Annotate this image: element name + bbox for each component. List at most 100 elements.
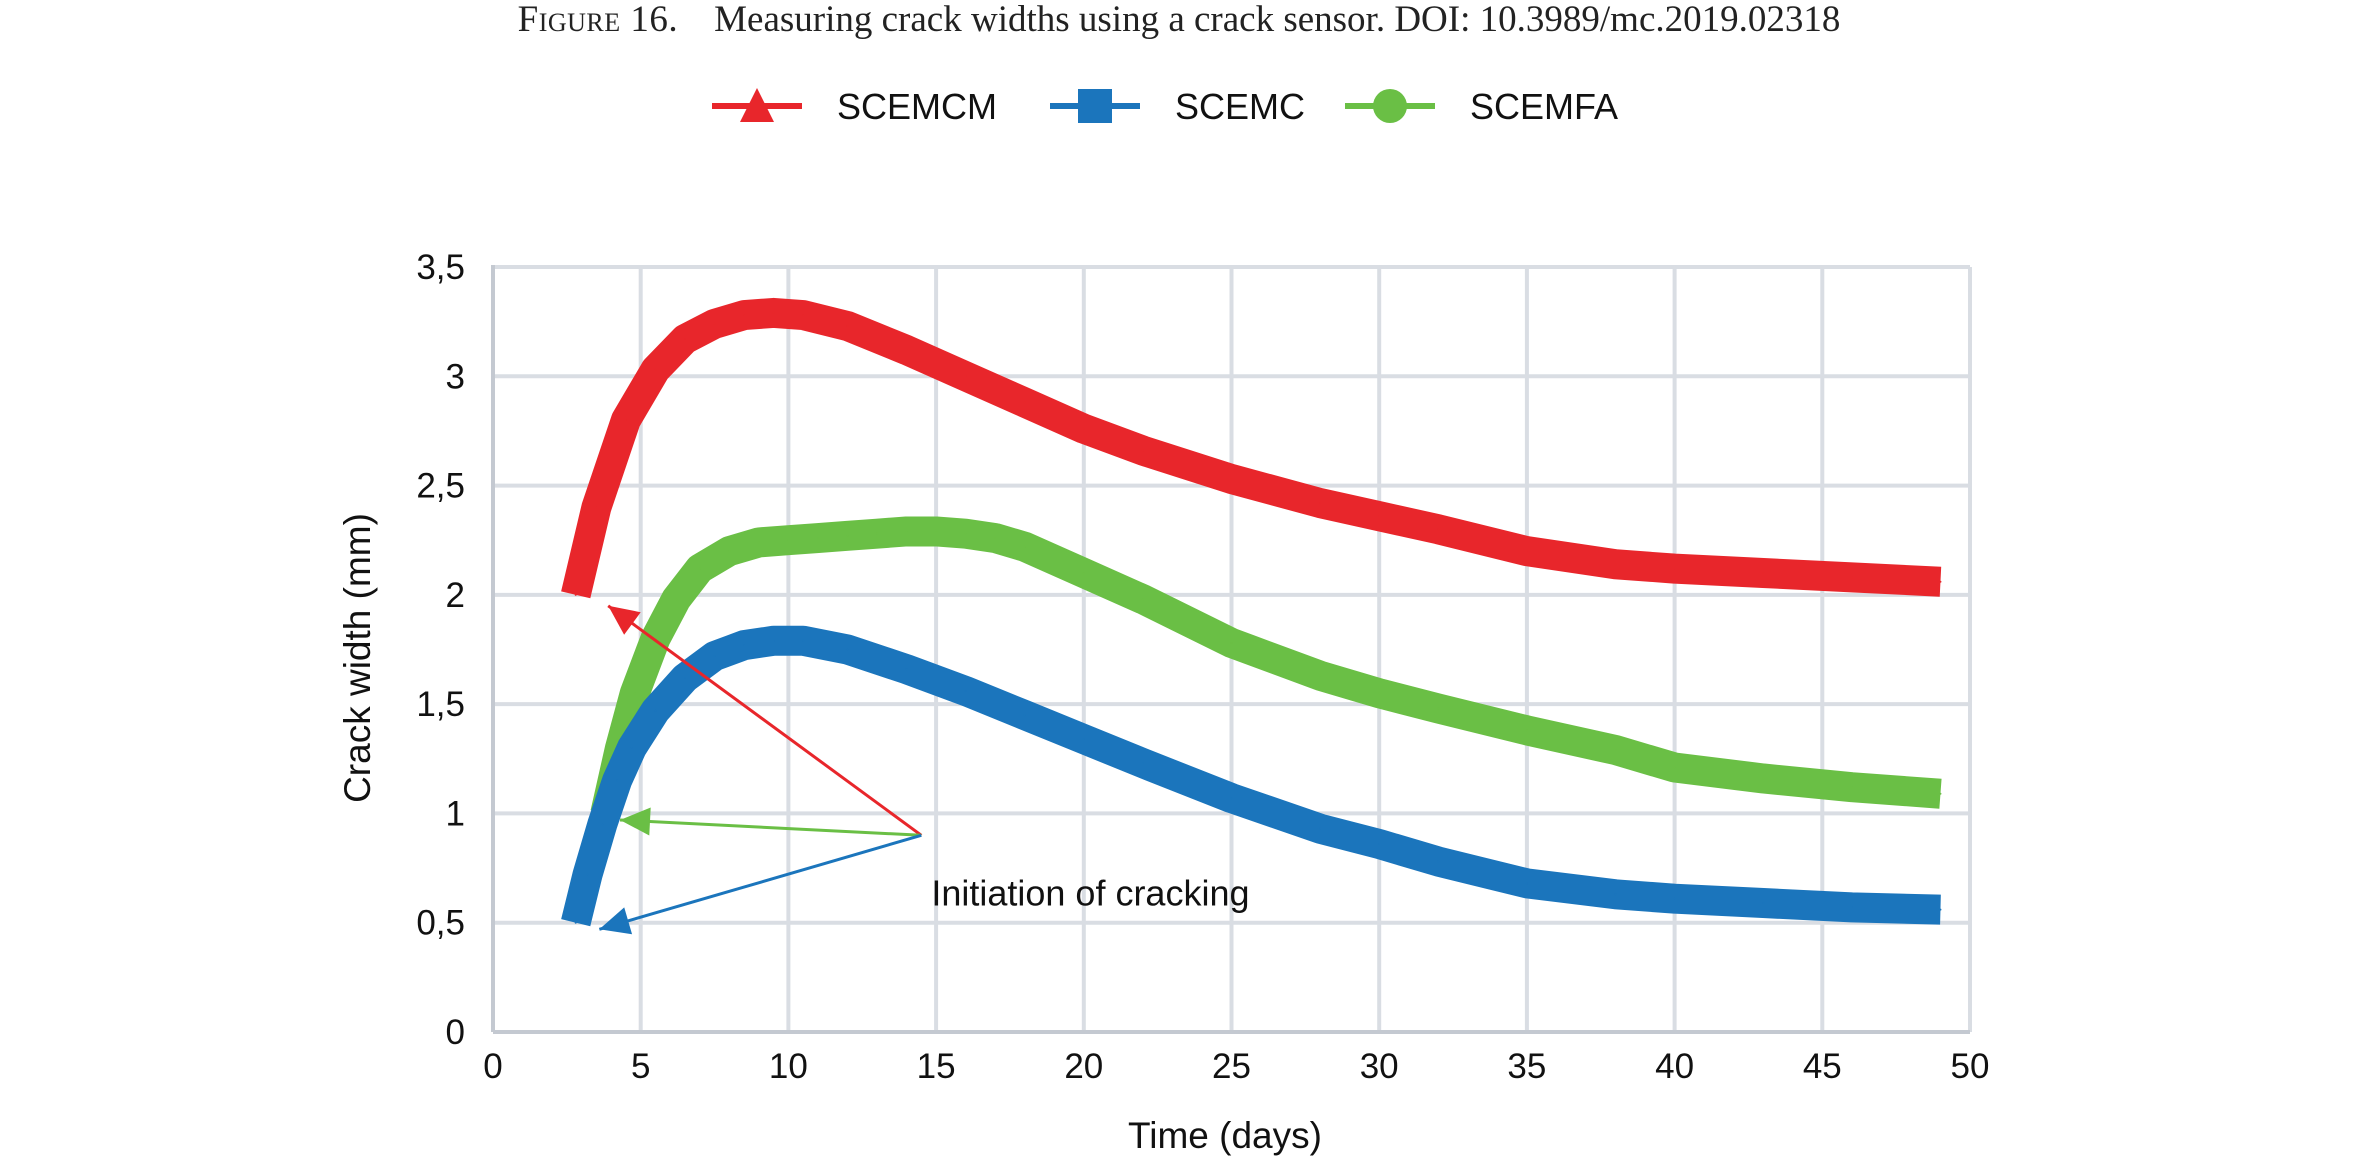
data-point-scemfa: [1082, 572, 1085, 574]
y-tick-label: 1,5: [416, 685, 465, 724]
data-point-scemfa: [1437, 707, 1440, 710]
data-point-scemcm: [1673, 567, 1676, 570]
triangle-marker-icon: [740, 88, 774, 122]
data-point-scemcm: [964, 375, 967, 378]
legend-label: SCEMCM: [837, 86, 997, 127]
data-point-scemc: [1319, 827, 1322, 830]
data-point-scemfa: [964, 532, 967, 535]
data-point-scemfa: [698, 567, 701, 570]
legend-item-scemfa: SCEMFA: [1345, 86, 1618, 127]
data-point-scemfa: [1762, 777, 1765, 780]
circle-marker-icon: [1373, 89, 1407, 123]
x-tick-label: 10: [769, 1047, 808, 1086]
data-point-scemc: [1939, 908, 1942, 911]
data-point-scemcm: [846, 325, 849, 328]
annotation-arrow-line: [607, 604, 923, 837]
data-point-scemcm: [1141, 449, 1144, 452]
x-tick-label: 15: [917, 1047, 956, 1086]
data-point-scemc: [574, 921, 577, 924]
data-point-scemc: [1525, 882, 1528, 885]
data-point-scemc: [713, 655, 716, 658]
data-point-scemc: [1023, 714, 1026, 717]
data-point-scemcm: [574, 593, 577, 596]
x-tick-label: 45: [1803, 1047, 1842, 1086]
data-point-scemcm: [595, 506, 598, 509]
annotation-arrow-line: [598, 833, 922, 931]
axes: 0 5 10 15 20 25 30 35 40 45 50 0 0,5 1 1,5 2 2,5 3 3,5: [416, 248, 1989, 1086]
data-point-scemcm: [743, 314, 746, 317]
data-point-scemcm: [654, 368, 657, 371]
data-point-scemfa: [1525, 729, 1528, 732]
data-point-scemcm: [802, 314, 805, 317]
data-point-scemcm: [1023, 401, 1026, 404]
x-axis-label: Time (days): [1128, 1115, 1322, 1156]
data-point-scemc: [964, 690, 967, 693]
x-tick-label: 50: [1951, 1047, 1990, 1086]
legend-label: SCEMFA: [1470, 86, 1618, 127]
data-point-scemfa: [633, 692, 636, 695]
data-point-scemc: [743, 644, 746, 647]
data-point-scemc: [684, 676, 687, 679]
y-tick-label: 0,5: [416, 904, 465, 943]
x-tick-label: 35: [1507, 1047, 1546, 1086]
figure-label: Figure 16.: [517, 0, 679, 40]
data-point-scemcm: [772, 311, 775, 314]
x-tick-label: 25: [1212, 1047, 1251, 1086]
data-point-scemfa: [1023, 545, 1026, 548]
data-point-scemcm: [624, 419, 627, 421]
data-point-scemfa: [935, 530, 938, 533]
data-point-scemc: [1230, 797, 1233, 800]
y-tick-label: 3,5: [416, 248, 465, 287]
data-point-scemcm: [1378, 515, 1381, 518]
x-tick-label: 40: [1655, 1047, 1694, 1086]
figure-caption: Figure 16. Measuring crack widths using a…: [0, 0, 2358, 41]
data-point-scemcm: [1939, 580, 1942, 583]
data-point-scemfa: [1673, 766, 1676, 769]
data-point-scemc: [1850, 906, 1853, 909]
data-point-scemc: [1082, 738, 1085, 741]
data-point-scemcm: [1437, 528, 1440, 531]
data-point-scemfa: [1319, 674, 1322, 677]
square-marker-icon: [1078, 89, 1112, 123]
data-point-scemcm: [713, 322, 716, 325]
legend: SCEMCM SCEMC SCEMFA: [712, 86, 1618, 127]
data-point-scemfa: [905, 530, 908, 533]
data-point-scemc: [630, 746, 633, 749]
data-point-scemcm: [905, 349, 908, 352]
data-point-scemfa: [1939, 792, 1942, 795]
data-point-scemcm: [1850, 576, 1853, 579]
data-point-scemc: [586, 873, 589, 876]
data-point-scemc: [1437, 860, 1440, 863]
data-point-scemfa: [816, 537, 819, 540]
data-point-scemc: [1378, 843, 1381, 846]
data-point-scemc: [802, 639, 805, 642]
data-point-scemcm: [684, 338, 687, 341]
data-point-scemfa: [994, 537, 997, 540]
annotation-arrow-head: [599, 907, 633, 935]
data-point-scemc: [772, 639, 775, 642]
data-point-scemfa: [876, 532, 879, 535]
data-point-scemc: [1141, 762, 1144, 765]
data-point-scemc: [1614, 893, 1617, 896]
annotation-arrow-line: [619, 818, 922, 837]
annotation-arrow-head: [608, 605, 641, 635]
data-point-scemfa: [787, 539, 790, 542]
y-tick-label: 3: [446, 357, 465, 396]
y-tick-label: 1: [446, 794, 465, 833]
annotation-text: Initiation of cracking: [931, 872, 1249, 913]
data-point-scemfa: [1378, 692, 1381, 695]
data-point-scemc: [1673, 897, 1676, 900]
y-tick-label: 2: [446, 576, 465, 615]
data-point-scemc: [601, 823, 604, 826]
x-tick-label: 30: [1360, 1047, 1399, 1086]
series-layer: [561, 297, 1942, 927]
data-point-scemcm: [1525, 550, 1528, 553]
data-point-scemc: [905, 668, 908, 671]
data-point-scemfa: [1230, 641, 1233, 644]
x-tick-label: 20: [1064, 1047, 1103, 1086]
data-point-scemfa: [1141, 598, 1144, 601]
data-point-scemfa: [757, 541, 760, 544]
data-point-scemfa: [1850, 786, 1853, 789]
y-axis-label: Crack width (mm): [337, 513, 378, 803]
y-tick-label: 0: [446, 1013, 465, 1052]
